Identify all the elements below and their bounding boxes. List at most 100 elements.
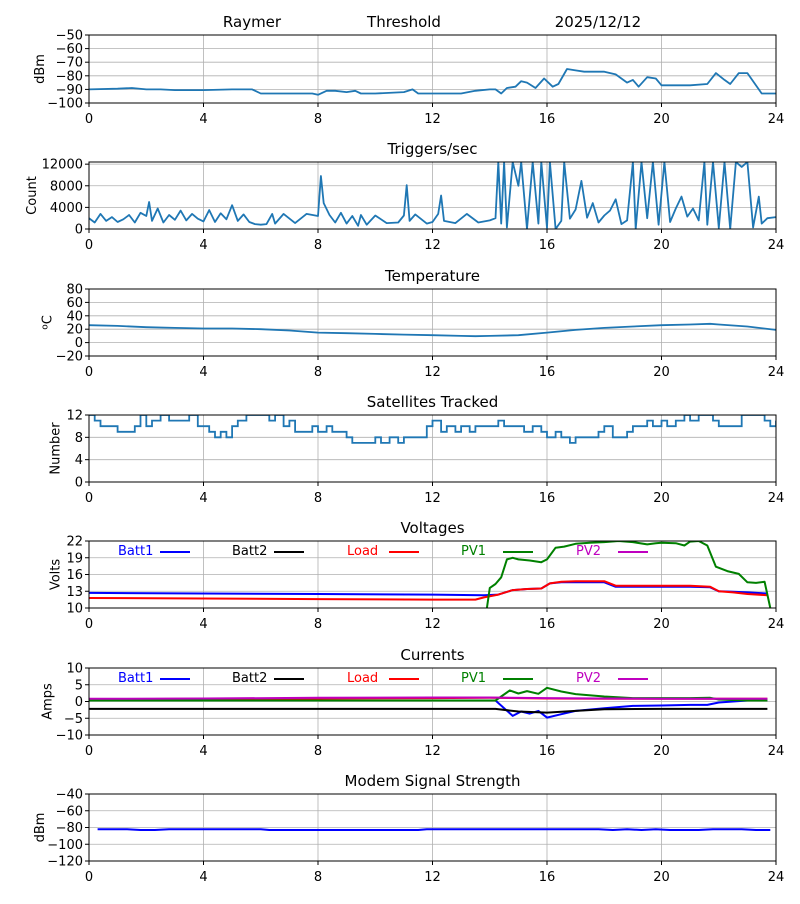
- series-line-temperature: [89, 322, 776, 338]
- x-tick-label: 4: [199, 617, 207, 632]
- legend-label: Load: [347, 671, 378, 686]
- series-line-satellites: [89, 415, 776, 444]
- legend-label: Batt1: [118, 671, 153, 686]
- x-tick-label: 4: [199, 870, 207, 885]
- y-tick-label: 19: [66, 551, 83, 566]
- series-line-load: [89, 580, 768, 601]
- x-tick-label: 4: [199, 491, 207, 506]
- y-tick-label: −20: [56, 350, 83, 365]
- x-tick-label: 24: [768, 491, 785, 506]
- x-tick-label: 20: [653, 491, 670, 506]
- header-mode: Threshold: [366, 13, 441, 31]
- x-tick-label: 16: [539, 617, 556, 632]
- y-tick-label: 16: [66, 568, 83, 583]
- header-site: Raymer: [223, 13, 282, 31]
- series-line-modem: [97, 828, 771, 831]
- y-axis-label: Number: [48, 422, 63, 475]
- series-line-batt1: [89, 581, 768, 597]
- x-tick-label: 0: [85, 365, 93, 380]
- series-line-pv2: [89, 696, 768, 700]
- x-tick-label: 0: [85, 112, 93, 127]
- x-tick-label: 12: [424, 112, 441, 127]
- y-tick-label: −40: [56, 788, 83, 803]
- x-tick-label: 12: [424, 491, 441, 506]
- series-line-pv1: [485, 541, 772, 608]
- y-tick-label: −100: [47, 97, 83, 112]
- y-tick-label: 10: [66, 602, 83, 617]
- series-line-triggers: [89, 162, 776, 229]
- series-line-batt2: [89, 707, 768, 714]
- chart-title: Satellites Tracked: [367, 393, 498, 411]
- y-tick-label: 8000: [50, 179, 83, 194]
- x-tick-label: 8: [314, 744, 322, 759]
- x-tick-label: 8: [314, 491, 322, 506]
- x-tick-label: 16: [539, 238, 556, 253]
- x-tick-label: 24: [768, 870, 785, 885]
- legend-item-batt1: Batt1: [118, 671, 190, 686]
- x-tick-label: 8: [314, 238, 322, 253]
- x-tick-label: 20: [653, 744, 670, 759]
- x-tick-label: 8: [314, 870, 322, 885]
- panel-modem: Modem Signal Strength 0 4 8 12 16 20 24 −120 −100…: [33, 772, 784, 885]
- x-tick-label: 0: [85, 491, 93, 506]
- y-tick-label: −60: [56, 42, 83, 57]
- x-tick-label: 12: [424, 617, 441, 632]
- legend-item-batt2: Batt2: [232, 544, 304, 559]
- y-tick-label: −5: [64, 712, 83, 727]
- legend-label: PV2: [576, 544, 601, 559]
- x-tick-label: 4: [199, 112, 207, 127]
- x-tick-label: 12: [424, 238, 441, 253]
- x-tick-label: 8: [314, 617, 322, 632]
- legend-item-pv1: PV1: [461, 671, 533, 686]
- y-tick-label: −10: [56, 729, 83, 744]
- y-tick-label: −80: [56, 69, 83, 84]
- y-tick-label: −80: [56, 821, 83, 836]
- x-tick-label: 16: [539, 744, 556, 759]
- x-tick-label: 16: [539, 365, 556, 380]
- legend-item-batt2: Batt2: [232, 671, 304, 686]
- x-tick-label: 12: [424, 365, 441, 380]
- y-tick-label: 4000: [50, 201, 83, 216]
- x-tick-label: 4: [199, 238, 207, 253]
- x-tick-label: 4: [199, 744, 207, 759]
- header-date: 2025/12/12: [555, 13, 641, 31]
- y-axis-label: oC: [41, 315, 56, 330]
- legend-label: PV1: [461, 544, 486, 559]
- x-tick-label: 20: [653, 870, 670, 885]
- x-tick-label: 8: [314, 365, 322, 380]
- y-tick-label: 12: [66, 409, 83, 424]
- y-axis-label: dBm: [33, 813, 48, 843]
- y-tick-label: −50: [56, 29, 83, 44]
- legend-item-load: Load: [347, 671, 419, 686]
- x-tick-label: 12: [424, 870, 441, 885]
- y-axis-label: Amps: [41, 683, 56, 720]
- panel-triggers: Triggers/sec 0 4 8 12 16 20 24 0 4000 8000 12000Cou…: [25, 140, 784, 253]
- x-tick-label: 20: [653, 112, 670, 127]
- y-tick-label: 5: [75, 678, 83, 693]
- y-tick-label: 12000: [42, 158, 83, 173]
- y-tick-label: −60: [56, 804, 83, 819]
- x-tick-label: 24: [768, 112, 785, 127]
- x-tick-label: 4: [199, 365, 207, 380]
- y-tick-label: 22: [66, 535, 83, 550]
- panel-currents: Currents 0 4 8 12 16 20 24 −10 −5 0 510 Amps Batt1 Bat…: [41, 646, 785, 759]
- x-tick-label: 24: [768, 365, 785, 380]
- chart-title: Modem Signal Strength: [345, 772, 521, 790]
- x-tick-label: 16: [539, 870, 556, 885]
- panel-signal: 0 4 8 12 16 20 24 −100−90−80−70−60−50 dBm: [33, 29, 784, 128]
- chart-title: Currents: [400, 646, 464, 664]
- series-line-signal: [89, 68, 776, 96]
- x-tick-label: 0: [85, 238, 93, 253]
- legend-item-pv2: PV2: [576, 671, 648, 686]
- legend-label: PV1: [461, 671, 486, 686]
- x-tick-label: 12: [424, 744, 441, 759]
- y-tick-label: 8: [75, 431, 83, 446]
- legend-item-load: Load: [347, 544, 419, 559]
- y-tick-label: 40: [66, 309, 83, 324]
- y-tick-label: −70: [56, 56, 83, 71]
- x-tick-label: 24: [768, 744, 785, 759]
